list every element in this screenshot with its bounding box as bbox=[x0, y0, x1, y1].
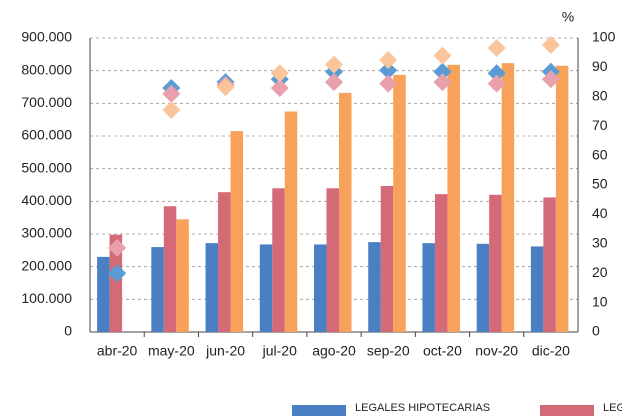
diamond-marker bbox=[379, 51, 398, 70]
y2-axis-label: % bbox=[562, 9, 574, 25]
x-tick-label: ago-20 bbox=[312, 343, 356, 359]
bar bbox=[530, 246, 544, 332]
bar bbox=[380, 185, 394, 332]
x-tick-label: nov-20 bbox=[475, 343, 518, 359]
bar bbox=[314, 244, 327, 332]
y-tick-label: 400.000 bbox=[21, 192, 72, 208]
y2-tick-label: 100 bbox=[592, 29, 616, 45]
y-tick-label: 800.000 bbox=[21, 61, 72, 77]
y2-tick-label: 50 bbox=[592, 176, 608, 192]
y2-tick-label: 30 bbox=[592, 235, 608, 251]
x-tick-label: jul-20 bbox=[262, 343, 297, 359]
y-tick-label: 700.000 bbox=[21, 94, 72, 110]
diamond-marker bbox=[487, 64, 506, 83]
y-tick-label: 300.000 bbox=[21, 225, 72, 241]
diamond-marker bbox=[433, 73, 452, 92]
diamond-marker bbox=[379, 61, 398, 80]
diamond-marker bbox=[487, 74, 506, 93]
bar bbox=[218, 192, 231, 332]
x-tick-label: jun-20 bbox=[205, 343, 245, 359]
bar bbox=[109, 234, 123, 332]
legend-label: LEG bbox=[603, 402, 622, 414]
bar bbox=[555, 65, 569, 333]
y-tick-label: 600.000 bbox=[21, 127, 72, 143]
diamond-marker bbox=[270, 64, 289, 83]
bar bbox=[368, 242, 381, 332]
y-tick-label: 200.000 bbox=[21, 257, 72, 273]
legend-swatch bbox=[540, 405, 594, 416]
diamond-marker bbox=[108, 238, 127, 257]
diamond-marker bbox=[325, 55, 343, 74]
x-tick-label: sep-20 bbox=[367, 343, 410, 359]
y2-tick-label: 10 bbox=[592, 293, 608, 309]
diamond-marker bbox=[541, 36, 560, 55]
diamond-marker bbox=[216, 78, 235, 97]
bar bbox=[489, 194, 502, 332]
diamond-marker bbox=[541, 70, 560, 89]
bar bbox=[501, 63, 515, 333]
diamond-marker bbox=[108, 264, 127, 283]
bar bbox=[97, 256, 110, 332]
bar bbox=[284, 111, 298, 332]
bar bbox=[205, 243, 219, 332]
diamond-marker bbox=[433, 62, 452, 81]
bar bbox=[176, 219, 189, 332]
y2-tick-label: 20 bbox=[592, 264, 608, 280]
x-tick-label: dic-20 bbox=[532, 343, 570, 359]
legend-swatch bbox=[292, 405, 346, 416]
y-tick-label: 500.000 bbox=[21, 159, 72, 175]
bar bbox=[393, 74, 406, 332]
diamond-marker bbox=[325, 73, 343, 92]
bar bbox=[339, 92, 352, 332]
bar bbox=[230, 131, 244, 332]
y-tick-label: 0 bbox=[64, 323, 72, 339]
bar bbox=[434, 194, 448, 332]
y-tick-label: 900.000 bbox=[21, 29, 72, 45]
bar bbox=[272, 188, 285, 332]
x-tick-label: may-20 bbox=[148, 343, 195, 359]
bar bbox=[543, 197, 556, 332]
bar bbox=[151, 247, 164, 332]
bar bbox=[163, 206, 177, 332]
bar bbox=[422, 243, 435, 332]
y2-tick-label: 40 bbox=[592, 205, 608, 221]
diamond-marker bbox=[162, 101, 181, 120]
legend-label: LEGALES HIPOTECARIAS bbox=[355, 402, 490, 414]
y2-tick-label: 80 bbox=[592, 88, 608, 104]
diamond-marker bbox=[487, 38, 506, 57]
bar bbox=[447, 64, 460, 332]
bar bbox=[326, 188, 339, 332]
y-tick-label: 100.000 bbox=[21, 290, 72, 306]
y2-tick-label: 70 bbox=[592, 117, 608, 133]
y2-tick-label: 0 bbox=[592, 323, 600, 339]
x-tick-label: abr-20 bbox=[97, 343, 138, 359]
diamond-marker bbox=[433, 46, 452, 65]
bar bbox=[476, 243, 490, 332]
diamond-marker bbox=[379, 74, 398, 93]
diamond-marker bbox=[162, 84, 181, 103]
bar bbox=[259, 244, 273, 332]
y2-tick-label: 60 bbox=[592, 146, 608, 162]
y2-tick-label: 90 bbox=[592, 58, 608, 74]
diamond-marker bbox=[270, 78, 289, 97]
x-tick-label: oct-20 bbox=[423, 343, 462, 359]
